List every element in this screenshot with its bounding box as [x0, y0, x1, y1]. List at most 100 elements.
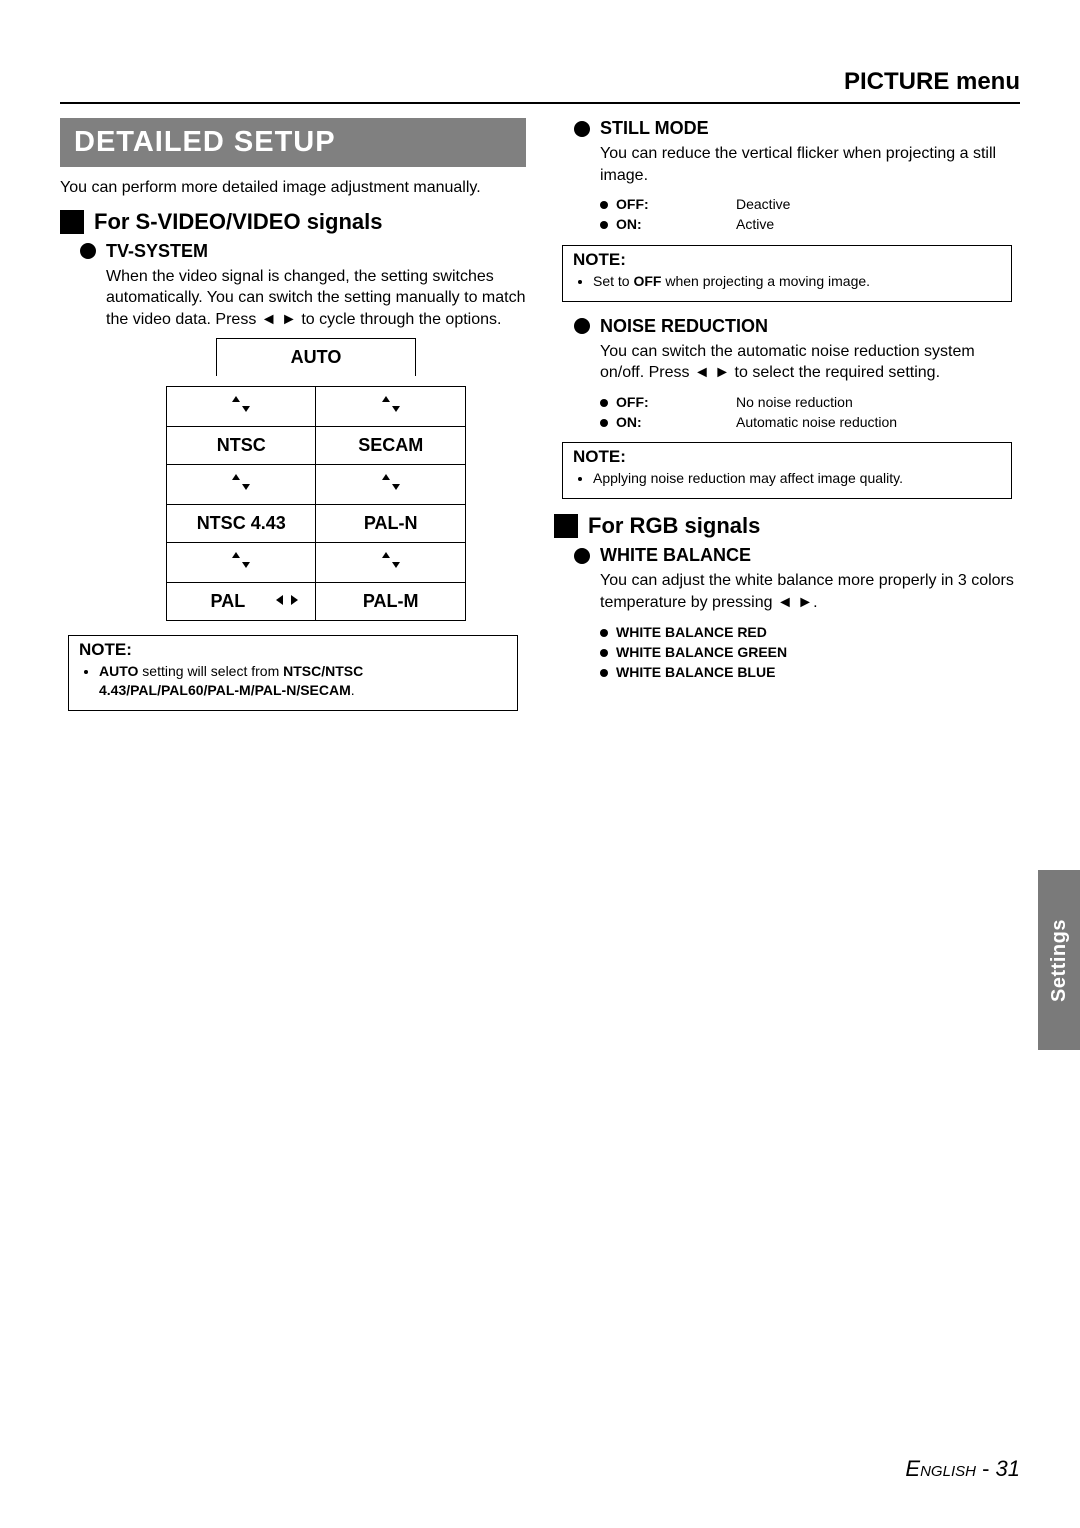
side-tab-settings: Settings [1038, 870, 1080, 1050]
right-column: STILL MODE You can reduce the vertical f… [554, 118, 1020, 725]
tv-system-desc-post: to cycle through the options. [297, 311, 502, 328]
note-item: Set to OFF when projecting a moving imag… [593, 272, 1001, 291]
note-bold-off: OFF [633, 273, 661, 289]
tv-system-table: NTSC SECAM NTSC 4.43 PAL-N [166, 386, 466, 621]
heading-white-balance-text: WHITE BALANCE [600, 545, 751, 566]
wb-desc-post: . [813, 594, 817, 611]
up-down-arrow-cell [167, 387, 316, 427]
note-title: NOTE: [573, 250, 1001, 270]
up-down-arrow-cell [167, 543, 316, 583]
tv-system-desc: When the video signal is changed, the se… [106, 266, 526, 331]
note-bold-auto: AUTO [99, 663, 138, 679]
wb-item: WHITE BALANCE BLUE [616, 662, 775, 682]
noise-options: OFF: No noise reduction ON: Automatic no… [600, 392, 1020, 433]
still-mode-options: OFF: Deactive ON: Active [600, 194, 1020, 235]
dot-bullet-icon [600, 419, 608, 427]
tv-option-secam: SECAM [316, 427, 466, 465]
tv-option-palm: PAL-M [316, 583, 466, 621]
note-title: NOTE: [79, 640, 507, 660]
heading-noise-reduction-text: NOISE REDUCTION [600, 316, 768, 337]
dot-bullet-icon [600, 629, 608, 637]
note-item: AUTO setting will select from NTSC/NTSC … [99, 662, 507, 700]
page-header: PICTURE menu [60, 68, 1020, 104]
circle-bullet-icon [574, 318, 590, 334]
option-row: ON: Automatic noise reduction [600, 412, 1020, 432]
up-down-arrow-cell [316, 465, 466, 505]
dot-bullet-icon [600, 649, 608, 657]
note-text: setting will select from [138, 663, 283, 679]
option-value: Automatic noise reduction [736, 412, 897, 432]
note-box-noise: NOTE: Applying noise reduction may affec… [562, 442, 1012, 499]
dot-bullet-icon [600, 669, 608, 677]
white-balance-desc: You can adjust the white balance more pr… [600, 570, 1020, 613]
option-label: OFF: [616, 194, 736, 214]
note-box-tv-system: NOTE: AUTO setting will select from NTSC… [68, 635, 518, 711]
option-row: WHITE BALANCE RED [600, 622, 1020, 642]
page-footer: English - 31 [905, 1456, 1020, 1482]
option-label: ON: [616, 412, 736, 432]
heading-white-balance: WHITE BALANCE [574, 545, 1020, 566]
noise-desc-post: to select the required setting. [730, 364, 940, 381]
circle-bullet-icon [574, 121, 590, 137]
up-down-arrow-icon [374, 473, 408, 491]
wb-item: WHITE BALANCE RED [616, 622, 767, 642]
heading-svideo: For S-VIDEO/VIDEO signals [60, 209, 526, 235]
dot-bullet-icon [600, 221, 608, 229]
note-text: . [351, 682, 355, 698]
left-right-arrow-icon: ◄ ► [694, 364, 730, 381]
left-right-arrow-icon: ◄ ► [261, 311, 297, 328]
side-tab-label: Settings [1048, 919, 1071, 1002]
left-right-arrow-icon: ◄ ► [777, 594, 813, 611]
tv-option-paln: PAL-N [316, 505, 466, 543]
note-item: Applying noise reduction may affect imag… [593, 469, 1001, 488]
note-list: Set to OFF when projecting a moving imag… [573, 272, 1001, 291]
up-down-arrow-cell [167, 465, 316, 505]
square-bullet-icon [554, 514, 578, 538]
option-row: WHITE BALANCE BLUE [600, 662, 1020, 682]
footer-language: English [905, 1456, 976, 1481]
up-down-arrow-icon [374, 395, 408, 413]
intro-text: You can perform more detailed image adju… [60, 177, 526, 199]
option-label: OFF: [616, 392, 736, 412]
up-down-arrow-icon [224, 551, 258, 569]
up-down-arrow-icon [224, 395, 258, 413]
option-row: ON: Active [600, 214, 1020, 234]
heading-rgb-text: For RGB signals [588, 513, 760, 539]
heading-tv-system-text: TV-SYSTEM [106, 241, 208, 262]
note-list: Applying noise reduction may affect imag… [573, 469, 1001, 488]
page-header-title: PICTURE menu [844, 68, 1020, 95]
option-row: OFF: Deactive [600, 194, 1020, 214]
note-title: NOTE: [573, 447, 1001, 467]
noise-reduction-desc: You can switch the automatic noise reduc… [600, 341, 1020, 384]
note-text: Set to [593, 273, 633, 289]
heading-still-mode-text: STILL MODE [600, 118, 709, 139]
option-value: Deactive [736, 194, 790, 214]
tv-option-ntsc443: NTSC 4.43 [167, 505, 316, 543]
heading-still-mode: STILL MODE [574, 118, 1020, 139]
up-down-arrow-cell [316, 543, 466, 583]
heading-noise-reduction: NOISE REDUCTION [574, 316, 1020, 337]
tv-option-ntsc: NTSC [167, 427, 316, 465]
note-list: AUTO setting will select from NTSC/NTSC … [79, 662, 507, 700]
circle-bullet-icon [574, 548, 590, 564]
tv-system-diagram: AUTO NTSC SECAM [106, 338, 526, 621]
left-right-arrow-icon [276, 591, 298, 611]
up-down-arrow-cell [316, 387, 466, 427]
dot-bullet-icon [600, 201, 608, 209]
wb-item: WHITE BALANCE GREEN [616, 642, 787, 662]
content-columns: DETAILED SETUP You can perform more deta… [60, 118, 1020, 725]
tv-option-pal: PAL [167, 583, 316, 621]
tv-option-pal-label: PAL [211, 591, 245, 611]
footer-separator: - [976, 1456, 996, 1481]
up-down-arrow-icon [224, 473, 258, 491]
note-text: when projecting a moving image. [661, 273, 870, 289]
option-value: No noise reduction [736, 392, 853, 412]
tv-option-auto: AUTO [216, 338, 416, 376]
option-value: Active [736, 214, 774, 234]
still-mode-desc: You can reduce the vertical flicker when… [600, 143, 1020, 186]
note-box-still-mode: NOTE: Set to OFF when projecting a movin… [562, 245, 1012, 302]
heading-svideo-text: For S-VIDEO/VIDEO signals [94, 209, 383, 235]
option-row: WHITE BALANCE GREEN [600, 642, 1020, 662]
left-column: DETAILED SETUP You can perform more deta… [60, 118, 526, 725]
heading-rgb: For RGB signals [554, 513, 1020, 539]
